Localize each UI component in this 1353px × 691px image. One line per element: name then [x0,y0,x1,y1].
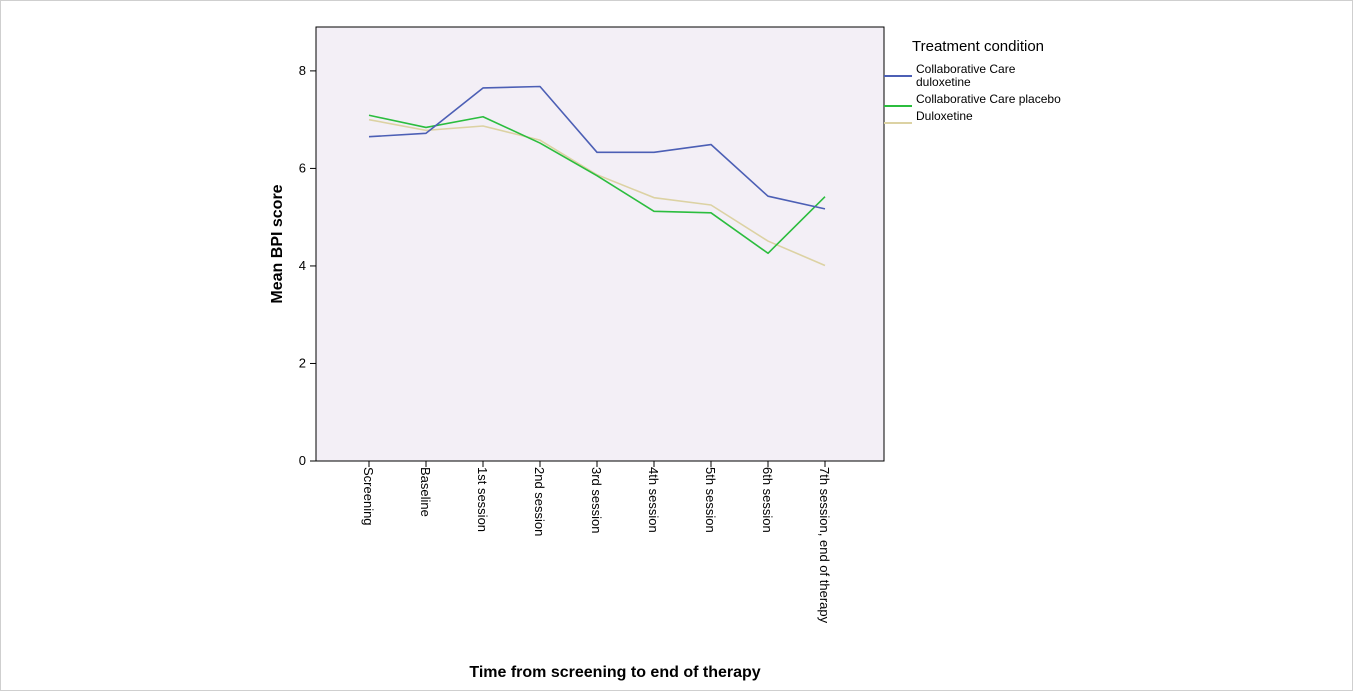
x-tick-label: 2nd session [532,467,547,536]
series-line-2 [368,114,826,255]
x-tick-label: 5th session [703,467,718,533]
x-tick-label: 4th session [646,467,661,533]
y-tick-label: 6 [299,160,306,175]
series-lines [368,85,826,267]
y-axis: 0 2 4 6 8 [299,63,316,468]
legend: Treatment condition Collaborative Care du… [884,38,1061,124]
series-line-3 [368,118,826,267]
y-tick-label: 4 [299,258,306,273]
x-tick-label: 6th session [760,467,775,533]
legend-label-2: Collaborative Care placebo [916,92,1061,106]
x-tick-label: 1st session [475,467,490,532]
legend-label-1: Collaborative Care duloxetine [916,62,1016,89]
x-axis: Screening Baseline 1st session 2nd session 3… [361,461,832,624]
y-tick-label: 2 [299,355,306,370]
legend-title: Treatment condition [912,38,1044,55]
x-tick-label: 7th session, end of therapy [817,467,832,624]
legend-label-3: Duloxetine [916,109,973,123]
x-axis-title: Time from screening to end of therapy [469,664,760,681]
x-tick-label: 3rd session [589,467,604,533]
x-tick-label: Baseline [418,467,433,517]
series-line-1 [368,85,826,210]
y-axis-title: Mean BPI score [269,184,286,303]
x-tick-label: Screening [361,467,376,526]
y-tick-label: 8 [299,63,306,78]
plot-area [315,26,885,462]
y-tick-label: 0 [299,453,306,468]
